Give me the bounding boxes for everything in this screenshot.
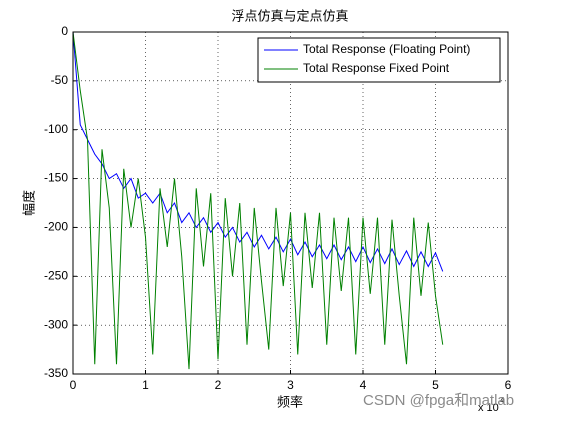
x-scale-base: x 10 bbox=[478, 402, 499, 414]
y-tick-label: 0 bbox=[61, 24, 68, 38]
x-scale-exponent: 4 bbox=[500, 396, 505, 405]
series-line bbox=[73, 32, 444, 370]
watermark: CSDN @fpga和matlab bbox=[363, 392, 514, 409]
plot-area bbox=[73, 32, 508, 374]
x-tick-label: 5 bbox=[432, 378, 439, 392]
x-axis-label: 频率 bbox=[277, 394, 303, 409]
legend-label: Total Response Fixed Point bbox=[303, 61, 450, 75]
y-tick-label: -200 bbox=[44, 220, 68, 234]
legend-label: Total Response (Floating Point) bbox=[303, 42, 470, 56]
y-axis-label: 幅度 bbox=[21, 190, 36, 216]
y-tick-label: -350 bbox=[44, 366, 68, 380]
y-tick-label: -50 bbox=[51, 73, 69, 87]
x-tick-label: 0 bbox=[70, 378, 77, 392]
x-tick-label: 3 bbox=[287, 378, 294, 392]
y-tick-label: -250 bbox=[44, 268, 68, 282]
y-tick-label: -150 bbox=[44, 171, 68, 185]
y-tick-label: -300 bbox=[44, 317, 68, 331]
y-tick-label: -100 bbox=[44, 122, 68, 136]
axes-box bbox=[72, 31, 509, 375]
x-tick-label: 2 bbox=[215, 378, 222, 392]
x-tick-label: 1 bbox=[142, 378, 149, 392]
chart-title: 浮点仿真与定点仿真 bbox=[231, 8, 348, 23]
legend-box bbox=[257, 37, 501, 83]
x-tick-label: 4 bbox=[360, 378, 367, 392]
x-tick-label: 6 bbox=[505, 378, 512, 392]
